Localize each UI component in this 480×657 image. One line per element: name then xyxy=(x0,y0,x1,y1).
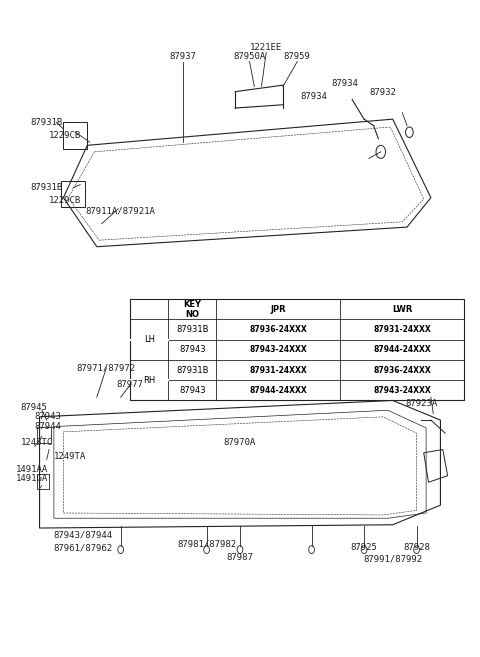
Text: 87943: 87943 xyxy=(179,346,205,354)
Text: 87923A: 87923A xyxy=(405,399,437,408)
Text: 87928: 87928 xyxy=(403,543,430,552)
Text: 87959: 87959 xyxy=(284,53,311,62)
Text: 1249TA: 1249TA xyxy=(54,451,86,461)
Text: 87977: 87977 xyxy=(117,380,144,388)
Text: 87944-24XXX: 87944-24XXX xyxy=(249,386,307,395)
Text: KEY
NO: KEY NO xyxy=(183,300,201,319)
Text: 1221EE: 1221EE xyxy=(250,43,282,52)
Text: 87943-24XXX: 87943-24XXX xyxy=(373,386,431,395)
Text: 87971/87972: 87971/87972 xyxy=(77,363,136,373)
Text: LH: LH xyxy=(144,335,155,344)
Text: 87950A: 87950A xyxy=(233,53,265,62)
Text: 87936-24XXX: 87936-24XXX xyxy=(373,365,431,374)
Bar xyxy=(37,474,49,489)
Text: 87943-24XXX: 87943-24XXX xyxy=(249,346,307,354)
Text: 87931B: 87931B xyxy=(30,118,62,127)
Text: 87931-24XXX: 87931-24XXX xyxy=(249,365,307,374)
Text: 87937: 87937 xyxy=(169,53,196,62)
Text: 1491AA: 1491AA xyxy=(16,464,48,474)
Text: 1491GA: 1491GA xyxy=(16,474,48,484)
Text: LWR: LWR xyxy=(392,305,412,313)
Text: 87943/87944: 87943/87944 xyxy=(53,530,112,539)
Text: 87944: 87944 xyxy=(35,422,61,431)
Bar xyxy=(130,299,464,401)
Text: RH: RH xyxy=(143,376,156,385)
Text: 87931B: 87931B xyxy=(176,325,208,334)
Bar xyxy=(37,426,51,443)
Text: 87911A/87921A: 87911A/87921A xyxy=(86,206,156,215)
Text: 87934: 87934 xyxy=(332,79,359,87)
Text: 87931B: 87931B xyxy=(30,183,62,193)
Text: 87925: 87925 xyxy=(351,543,377,552)
Text: 87931-24XXX: 87931-24XXX xyxy=(373,325,431,334)
Text: 87943: 87943 xyxy=(35,413,61,421)
Text: 87934: 87934 xyxy=(300,92,327,101)
Text: 87932: 87932 xyxy=(370,89,396,97)
Text: 87987: 87987 xyxy=(227,553,253,562)
Text: 87991/87992: 87991/87992 xyxy=(363,555,422,563)
Text: 1243TC: 1243TC xyxy=(21,438,53,447)
Text: 87943: 87943 xyxy=(179,386,205,395)
Text: 87944-24XXX: 87944-24XXX xyxy=(373,346,431,354)
Text: 1229CB: 1229CB xyxy=(49,131,82,140)
Text: 87961/87962: 87961/87962 xyxy=(53,543,112,552)
Text: 87945: 87945 xyxy=(21,403,48,411)
Text: 1229CB: 1229CB xyxy=(49,196,82,206)
Text: 87981/87982: 87981/87982 xyxy=(177,540,236,549)
Text: 87970A: 87970A xyxy=(224,438,256,447)
Text: JPR: JPR xyxy=(270,305,286,313)
Text: 87936-24XXX: 87936-24XXX xyxy=(249,325,307,334)
Text: 87931B: 87931B xyxy=(176,365,208,374)
